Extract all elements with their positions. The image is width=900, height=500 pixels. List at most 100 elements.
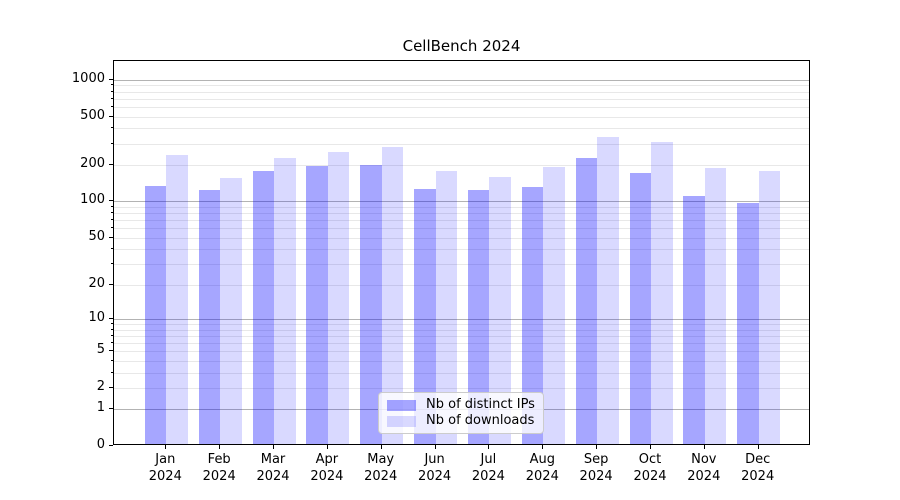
gridline-minor-30 — [114, 264, 809, 265]
x-tick-mark — [380, 445, 382, 449]
gridline-minor-60 — [114, 228, 809, 230]
gridline-minor-50 — [114, 237, 809, 239]
bar-downloads-oct — [651, 141, 673, 444]
x-tick-label-dec: Dec 2024 — [741, 452, 775, 484]
legend: Nb of distinct IPs Nb of downloads — [378, 392, 544, 434]
bar-distinct-ips-jun — [414, 189, 436, 444]
y-tick-mark — [109, 236, 113, 238]
bar-distinct-ips-jul — [467, 189, 490, 444]
y-minor-tick-mark — [111, 97, 113, 99]
gridline-minor-800 — [114, 91, 809, 93]
bar-downloads-jul — [489, 177, 511, 444]
y-tick-mark — [109, 317, 113, 319]
gridline-major-100 — [114, 201, 809, 203]
y-minor-tick-mark — [111, 328, 113, 330]
gridline-minor-80 — [114, 213, 809, 215]
x-tick-label-sep: Sep 2024 — [579, 452, 613, 484]
x-tick-mark — [434, 445, 436, 449]
gridline-minor-300 — [114, 143, 809, 145]
y-tick-label-2: 2 — [96, 378, 105, 394]
x-tick-mark — [165, 445, 167, 449]
legend-label-downloads: Nb of downloads — [426, 413, 535, 428]
chart-title: CellBench 2024 — [402, 37, 521, 55]
legend-swatch-downloads — [387, 415, 416, 427]
y-minor-tick-mark — [111, 341, 113, 343]
y-minor-tick-mark — [111, 142, 113, 144]
plot-area — [113, 60, 810, 445]
gridline-minor-600 — [114, 106, 809, 108]
bar-distinct-ips-jan — [144, 186, 167, 444]
x-tick-mark — [596, 445, 598, 449]
bar-downloads-feb — [220, 178, 242, 444]
y-tick-label-50: 50 — [88, 228, 105, 244]
y-tick-label-1: 1 — [96, 400, 105, 416]
y-tick-mark — [109, 386, 113, 388]
bar-downloads-jun — [435, 170, 458, 444]
gridline-minor-4 — [114, 360, 809, 362]
y-tick-mark — [109, 200, 113, 202]
y-tick-label-1000: 1000 — [71, 70, 105, 86]
y-tick-label-500: 500 — [80, 107, 105, 123]
gridline-minor-400 — [114, 128, 809, 130]
legend-item-distinct-ips: Nb of distinct IPs — [387, 397, 535, 413]
bar-distinct-ips-aug — [521, 187, 544, 444]
gridline-minor-200 — [114, 164, 809, 166]
x-tick-mark — [757, 445, 759, 449]
bar-downloads-jan — [166, 155, 188, 444]
gridline-minor-90 — [114, 206, 809, 208]
bar-distinct-ips-feb — [198, 190, 221, 444]
x-tick-mark — [542, 445, 544, 449]
bar-downloads-apr — [327, 152, 350, 444]
gridline-minor-2 — [114, 387, 809, 389]
bar-distinct-ips-oct — [629, 173, 651, 444]
y-minor-tick-mark — [111, 334, 113, 336]
y-tick-mark — [109, 408, 113, 410]
bar-downloads-sep — [597, 137, 619, 444]
y-minor-tick-mark — [111, 105, 113, 107]
x-tick-label-may: May 2024 — [364, 452, 398, 484]
y-tick-label-10: 10 — [88, 309, 105, 325]
gridline-minor-3 — [114, 372, 809, 374]
legend-label-distinct-ips: Nb of distinct IPs — [426, 397, 535, 412]
gridline-minor-20 — [114, 284, 809, 286]
y-minor-tick-mark — [111, 212, 113, 214]
x-tick-mark — [219, 445, 221, 449]
y-minor-tick-mark — [111, 371, 113, 373]
x-tick-mark — [326, 445, 328, 449]
gridline-minor-40 — [114, 249, 809, 251]
bar-distinct-ips-nov — [683, 195, 705, 444]
y-tick-mark — [109, 283, 113, 285]
gridline-minor-7 — [114, 335, 809, 337]
bar-downloads-nov — [704, 167, 727, 444]
x-tick-mark — [488, 445, 490, 449]
x-tick-mark — [650, 445, 651, 449]
x-tick-label-mar: Mar 2024 — [256, 452, 290, 484]
y-tick-label-20: 20 — [88, 275, 105, 291]
y-minor-tick-mark — [111, 127, 113, 129]
y-minor-tick-mark — [111, 263, 113, 264]
gridline-minor-70 — [114, 220, 809, 222]
bar-downloads-mar — [274, 157, 296, 444]
bar-downloads-may — [381, 146, 404, 444]
bar-distinct-ips-apr — [306, 166, 328, 444]
legend-swatch-distinct-ips — [387, 399, 416, 411]
y-minor-tick-mark — [111, 84, 113, 86]
y-minor-tick-mark — [111, 227, 113, 229]
x-tick-mark — [703, 445, 705, 449]
gridline-minor-900 — [114, 85, 809, 87]
y-tick-label-5: 5 — [96, 342, 105, 357]
y-tick-mark — [109, 115, 113, 117]
y-minor-tick-mark — [111, 205, 113, 207]
y-minor-tick-mark — [111, 90, 113, 92]
legend-item-downloads: Nb of downloads — [387, 413, 535, 429]
gridline-minor-9 — [114, 324, 809, 325]
gridline-major-1000 — [114, 79, 809, 81]
y-tick-mark — [109, 163, 113, 165]
bar-distinct-ips-mar — [252, 170, 274, 444]
x-tick-label-nov: Nov 2024 — [687, 452, 721, 484]
x-tick-label-oct: Oct 2024 — [633, 452, 667, 484]
gridline-minor-700 — [114, 98, 809, 100]
gridline-major-10 — [114, 318, 809, 320]
x-tick-label-jul: Jul 2024 — [471, 452, 505, 484]
y-tick-mark — [109, 78, 113, 80]
